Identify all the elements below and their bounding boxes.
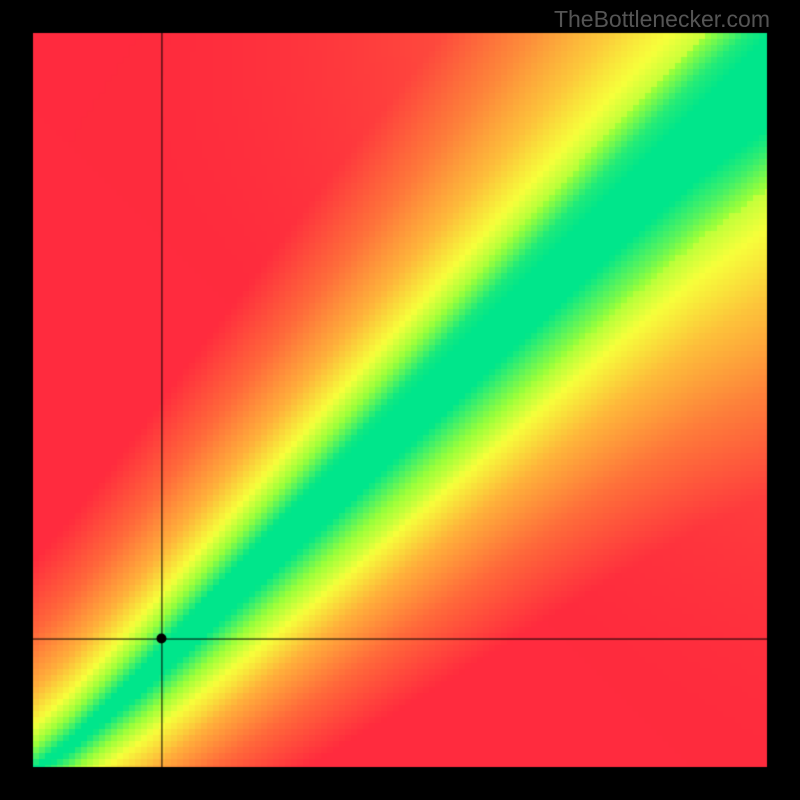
chart-container: { "watermark": { "text": "TheBottlenecke… bbox=[0, 0, 800, 800]
watermark-text: TheBottlenecker.com bbox=[554, 6, 770, 33]
bottleneck-heatmap bbox=[0, 0, 800, 800]
